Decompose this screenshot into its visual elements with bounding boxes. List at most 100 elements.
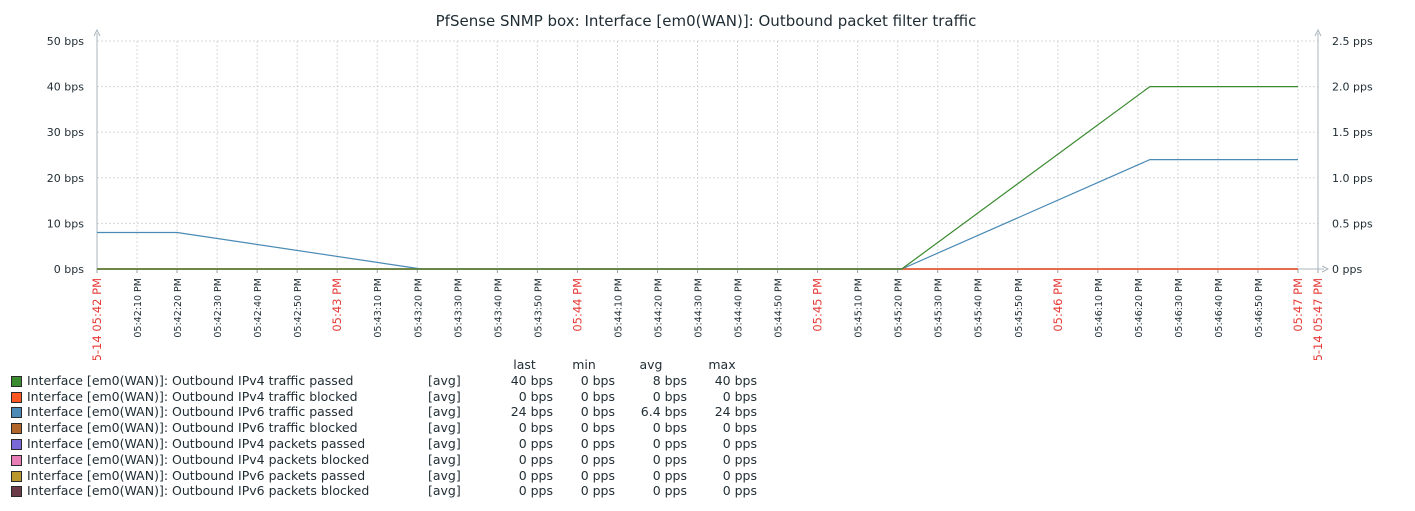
- legend-max-value: 0 pps: [722, 435, 757, 451]
- x-tick-label: 05:46:40 PM: [1214, 278, 1225, 338]
- legend-color-swatch: [11, 407, 22, 419]
- legend-last-value: 0 pps: [518, 451, 553, 467]
- legend-avg-value: 8 bps: [652, 372, 687, 388]
- legend-header-avg: avg: [639, 357, 663, 372]
- legend-header-last: last: [513, 357, 536, 372]
- legend-last-value: 0 pps: [518, 467, 553, 483]
- x-tick-label: 05:45:30 PM: [934, 278, 945, 338]
- legend-avg-value: 0 bps: [652, 388, 687, 404]
- legend-color-swatch: [11, 423, 22, 435]
- y-left-tick-label: 10 bps: [47, 217, 84, 230]
- x-tick-label: 05:46:50 PM: [1254, 278, 1265, 338]
- y-axis-left-arrow: [93, 28, 101, 37]
- x-tick-label: 05:46 PM: [1051, 278, 1065, 332]
- legend-header-max: max: [708, 357, 736, 372]
- x-tick-label: 05:45 PM: [811, 278, 825, 332]
- legend-color-swatch: [11, 375, 22, 387]
- legend-min-value: 0 pps: [580, 451, 615, 467]
- legend-table: last min avg max Interface [em0(WAN)]: O…: [11, 357, 757, 499]
- legend-row: Interface [em0(WAN)]: Outbound IPv4 pack…: [11, 452, 757, 468]
- grid-lines: [97, 40, 1318, 269]
- x-tick-label: 05-14 05:42 PM: [90, 278, 104, 360]
- y-left-tick-label: 30 bps: [47, 126, 84, 139]
- x-tick-label: 05:44:10 PM: [613, 278, 624, 338]
- legend-avg-value: 0 pps: [652, 451, 687, 467]
- y-axis-left-labels: 0 bps 10 bps 20 bps 30 bps 40 bps 50 bps: [47, 35, 84, 276]
- legend-function: [avg]: [428, 451, 461, 467]
- legend-min-value: 0 bps: [580, 372, 615, 388]
- x-tick-label: 05:42:50 PM: [293, 278, 304, 338]
- legend-max-value: 0 bps: [722, 388, 757, 404]
- legend-series-name: Interface [em0(WAN)]: Outbound IPv4 pack…: [27, 435, 366, 451]
- legend-avg-value: 6.4 bps: [640, 404, 687, 420]
- legend-header-min: min: [572, 357, 596, 372]
- legend-row: Interface [em0(WAN)]: Outbound IPv4 traf…: [11, 373, 757, 389]
- y-right-tick-label: 2.5 pps: [1332, 35, 1373, 48]
- legend-avg-value: 0 pps: [652, 483, 687, 499]
- y-left-tick-label: 50 bps: [47, 35, 84, 48]
- legend-series-name: Interface [em0(WAN)]: Outbound IPv6 traf…: [27, 420, 358, 436]
- y-left-tick-label: 40 bps: [47, 81, 84, 94]
- y-right-tick-label: 0 pps: [1332, 263, 1362, 276]
- legend-row: Interface [em0(WAN)]: Outbound IPv6 traf…: [11, 404, 757, 420]
- legend-series-name: Interface [em0(WAN)]: Outbound IPv4 traf…: [27, 372, 354, 388]
- chart-title: PfSense SNMP box: Interface [em0(WAN)]: …: [436, 12, 977, 30]
- legend-last-value: 24 bps: [510, 404, 553, 420]
- x-tick-label: 05:42:10 PM: [133, 278, 144, 338]
- series-lines: [97, 85, 1298, 270]
- legend-function: [avg]: [428, 404, 461, 420]
- x-tick-label: 05:43:30 PM: [453, 278, 464, 338]
- legend-min-value: 0 bps: [580, 388, 615, 404]
- legend-max-value: 0 pps: [722, 483, 757, 499]
- x-tick-label: 05:42:40 PM: [253, 278, 264, 338]
- legend-max-value: 0 pps: [722, 451, 757, 467]
- y-left-tick-label: 0 bps: [54, 263, 84, 276]
- legend-color-swatch: [11, 470, 22, 482]
- legend-color-swatch: [11, 438, 22, 450]
- x-tick-label: 05:44 PM: [570, 278, 584, 332]
- legend-min-value: 0 pps: [580, 483, 615, 499]
- legend-series-name: Interface [em0(WAN)]: Outbound IPv6 traf…: [27, 404, 354, 420]
- legend-function: [avg]: [428, 467, 461, 483]
- legend-series-name: Interface [em0(WAN)]: Outbound IPv4 pack…: [27, 451, 370, 467]
- y-right-tick-label: 1.5 pps: [1332, 126, 1373, 139]
- legend-series-name: Interface [em0(WAN)]: Outbound IPv6 pack…: [27, 467, 366, 483]
- x-axis-arrow: [1321, 265, 1330, 273]
- x-axis-labels: 05-14 05:42 PM 05:42:10 PM 05:42:20 PM 05:4…: [90, 278, 1325, 360]
- legend-avg-value: 0 pps: [652, 467, 687, 483]
- legend-max-value: 0 pps: [722, 467, 757, 483]
- x-tick-label: 05:44:50 PM: [774, 278, 785, 338]
- x-tick-label: 05:44:40 PM: [734, 278, 745, 338]
- legend-function: [avg]: [428, 435, 461, 451]
- y-axis-right-arrow: [1314, 28, 1322, 37]
- legend-last-value: 0 bps: [518, 420, 553, 436]
- legend-min-value: 0 bps: [580, 420, 615, 436]
- y-right-tick-label: 0.5 pps: [1332, 217, 1373, 230]
- legend-function: [avg]: [428, 420, 461, 436]
- graph-chart: PfSense SNMP box: Interface [em0(WAN)]: …: [47, 12, 1373, 360]
- x-tick-label: 05:43 PM: [330, 278, 344, 332]
- x-tick-label: 05:43:10 PM: [373, 278, 384, 338]
- legend-color-swatch: [11, 454, 22, 466]
- x-tick-label: 05:43:20 PM: [413, 278, 424, 338]
- y-right-tick-label: 1.0 pps: [1332, 172, 1373, 185]
- x-tick-label: 05:45:50 PM: [1014, 278, 1025, 338]
- x-tick-label: 05:42:30 PM: [213, 278, 224, 338]
- x-tick-label: 05:43:40 PM: [493, 278, 504, 338]
- series-line: [97, 85, 1298, 270]
- legend-last-value: 0 pps: [518, 435, 553, 451]
- legend-row: Interface [em0(WAN)]: Outbound IPv6 pack…: [11, 468, 757, 484]
- legend-max-value: 24 bps: [714, 404, 757, 420]
- x-tick-label: 05:45:10 PM: [854, 278, 865, 338]
- x-tick-label: 05:46:10 PM: [1094, 278, 1105, 338]
- legend-row: Interface [em0(WAN)]: Outbound IPv4 traf…: [11, 389, 757, 405]
- legend-row: Interface [em0(WAN)]: Outbound IPv4 pack…: [11, 436, 757, 452]
- x-tick-label: 05:45:20 PM: [894, 278, 905, 338]
- legend-function: [avg]: [428, 483, 461, 499]
- legend-color-swatch: [11, 391, 22, 403]
- legend-min-value: 0 pps: [580, 435, 615, 451]
- legend-max-value: 0 bps: [722, 420, 757, 436]
- x-tick-label: 05:44:20 PM: [653, 278, 664, 338]
- y-right-tick-label: 2.0 pps: [1332, 81, 1373, 94]
- x-tick-label: 05:46:20 PM: [1134, 278, 1145, 338]
